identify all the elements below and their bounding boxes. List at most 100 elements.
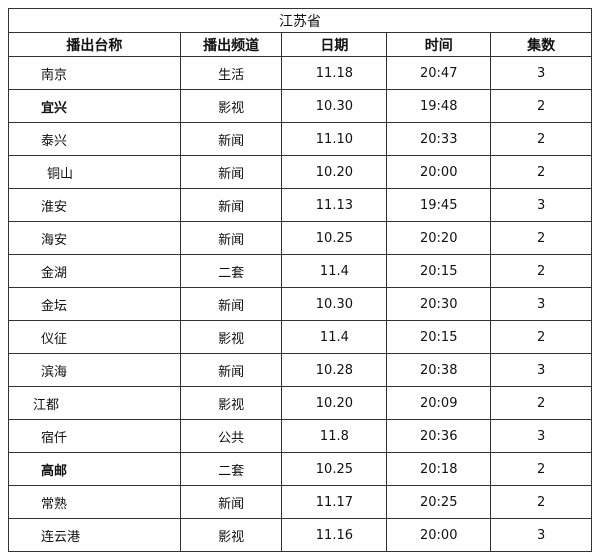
- channel-cell: 二套: [179, 452, 283, 486]
- station-cell: 金湖: [8, 254, 181, 288]
- province-title: 江苏省: [8, 8, 592, 33]
- time-cell: 20:33: [386, 122, 492, 156]
- table-row: 宿仟 公共 11.8 20:36 3: [8, 419, 592, 453]
- episodes-cell: 3: [490, 353, 592, 387]
- episodes-cell: 2: [490, 452, 592, 486]
- episodes-cell: 2: [490, 122, 592, 156]
- date-cell: 11.16: [281, 518, 388, 552]
- time-cell: 19:45: [386, 188, 492, 222]
- channel-cell: 新闻: [179, 221, 283, 255]
- table-row: 铜山 新闻 10.20 20:00 2: [8, 155, 592, 189]
- time-cell: 20:36: [386, 419, 492, 453]
- episodes-cell: 2: [490, 221, 592, 255]
- table-row: 高邮 二套 10.25 20:18 2: [8, 452, 592, 486]
- table-row: 海安 新闻 10.25 20:20 2: [8, 221, 592, 255]
- station-cell: 泰兴: [8, 122, 181, 156]
- station-cell: 铜山: [8, 155, 181, 189]
- table-row: 江都 影视 10.20 20:09 2: [8, 386, 592, 420]
- table-row: 宜兴 影视 10.30 19:48 2: [8, 89, 592, 123]
- station-cell: 仪征: [8, 320, 181, 354]
- episodes-cell: 3: [490, 419, 592, 453]
- table-row: 金坛 新闻 10.30 20:30 3: [8, 287, 592, 321]
- date-cell: 10.20: [281, 155, 388, 189]
- station-cell: 连云港: [8, 518, 181, 552]
- episodes-cell: 2: [490, 320, 592, 354]
- channel-cell: 二套: [179, 254, 283, 288]
- header-episodes: 集数: [490, 32, 592, 57]
- time-cell: 20:09: [386, 386, 492, 420]
- table-row: 滨海 新闻 10.28 20:38 3: [8, 353, 592, 387]
- date-cell: 11.18: [281, 56, 388, 90]
- table-row: 常熟 新闻 11.17 20:25 2: [8, 485, 592, 519]
- station-cell: 宜兴: [8, 89, 181, 123]
- time-cell: 19:48: [386, 89, 492, 123]
- time-cell: 20:00: [386, 155, 492, 189]
- header-station: 播出台称: [8, 32, 181, 57]
- table-body: 南京 生活 11.18 20:47 3 宜兴 影视 10.30 19:48 2 泰兴 新闻 11.10 2…: [8, 56, 592, 552]
- date-cell: 11.10: [281, 122, 388, 156]
- date-cell: 11.4: [281, 254, 388, 288]
- date-cell: 10.20: [281, 386, 388, 420]
- episodes-cell: 3: [490, 287, 592, 321]
- episodes-cell: 3: [490, 188, 592, 222]
- channel-cell: 新闻: [179, 287, 283, 321]
- episodes-cell: 2: [490, 89, 592, 123]
- station-cell: 宿仟: [8, 419, 181, 453]
- channel-cell: 新闻: [179, 353, 283, 387]
- broadcast-schedule-table: 江苏省 播出台称 播出频道 日期 时间 集数 南京 生活 11.18 20:47 3 宜兴…: [8, 8, 592, 552]
- station-cell: 海安: [8, 221, 181, 255]
- station-cell: 南京: [8, 56, 181, 90]
- table-row: 淮安 新闻 11.13 19:45 3: [8, 188, 592, 222]
- header-date: 日期: [281, 32, 388, 57]
- channel-cell: 影视: [179, 89, 283, 123]
- time-cell: 20:20: [386, 221, 492, 255]
- station-cell: 淮安: [8, 188, 181, 222]
- time-cell: 20:18: [386, 452, 492, 486]
- header-time: 时间: [386, 32, 492, 57]
- station-cell: 高邮: [8, 452, 181, 486]
- table-title-row: 江苏省: [8, 8, 592, 33]
- episodes-cell: 2: [490, 386, 592, 420]
- time-cell: 20:15: [386, 254, 492, 288]
- header-row: 播出台称 播出频道 日期 时间 集数: [8, 32, 592, 57]
- table-row: 泰兴 新闻 11.10 20:33 2: [8, 122, 592, 156]
- channel-cell: 影视: [179, 320, 283, 354]
- channel-cell: 影视: [179, 386, 283, 420]
- date-cell: 10.25: [281, 221, 388, 255]
- episodes-cell: 2: [490, 155, 592, 189]
- date-cell: 11.4: [281, 320, 388, 354]
- time-cell: 20:47: [386, 56, 492, 90]
- station-cell: 金坛: [8, 287, 181, 321]
- time-cell: 20:15: [386, 320, 492, 354]
- date-cell: 11.8: [281, 419, 388, 453]
- date-cell: 10.30: [281, 287, 388, 321]
- table-row: 连云港 影视 11.16 20:00 3: [8, 518, 592, 552]
- time-cell: 20:38: [386, 353, 492, 387]
- date-cell: 10.28: [281, 353, 388, 387]
- table-row: 仪征 影视 11.4 20:15 2: [8, 320, 592, 354]
- station-cell: 常熟: [8, 485, 181, 519]
- date-cell: 11.13: [281, 188, 388, 222]
- table-row: 金湖 二套 11.4 20:15 2: [8, 254, 592, 288]
- channel-cell: 公共: [179, 419, 283, 453]
- time-cell: 20:30: [386, 287, 492, 321]
- table-row: 南京 生活 11.18 20:47 3: [8, 56, 592, 90]
- channel-cell: 影视: [179, 518, 283, 552]
- date-cell: 10.25: [281, 452, 388, 486]
- time-cell: 20:00: [386, 518, 492, 552]
- station-cell: 江都: [8, 386, 181, 420]
- channel-cell: 新闻: [179, 122, 283, 156]
- episodes-cell: 2: [490, 485, 592, 519]
- station-cell: 滨海: [8, 353, 181, 387]
- episodes-cell: 3: [490, 518, 592, 552]
- date-cell: 11.17: [281, 485, 388, 519]
- date-cell: 10.30: [281, 89, 388, 123]
- channel-cell: 生活: [179, 56, 283, 90]
- header-channel: 播出频道: [179, 32, 283, 57]
- channel-cell: 新闻: [179, 188, 283, 222]
- episodes-cell: 2: [490, 254, 592, 288]
- channel-cell: 新闻: [179, 485, 283, 519]
- time-cell: 20:25: [386, 485, 492, 519]
- channel-cell: 新闻: [179, 155, 283, 189]
- episodes-cell: 3: [490, 56, 592, 90]
